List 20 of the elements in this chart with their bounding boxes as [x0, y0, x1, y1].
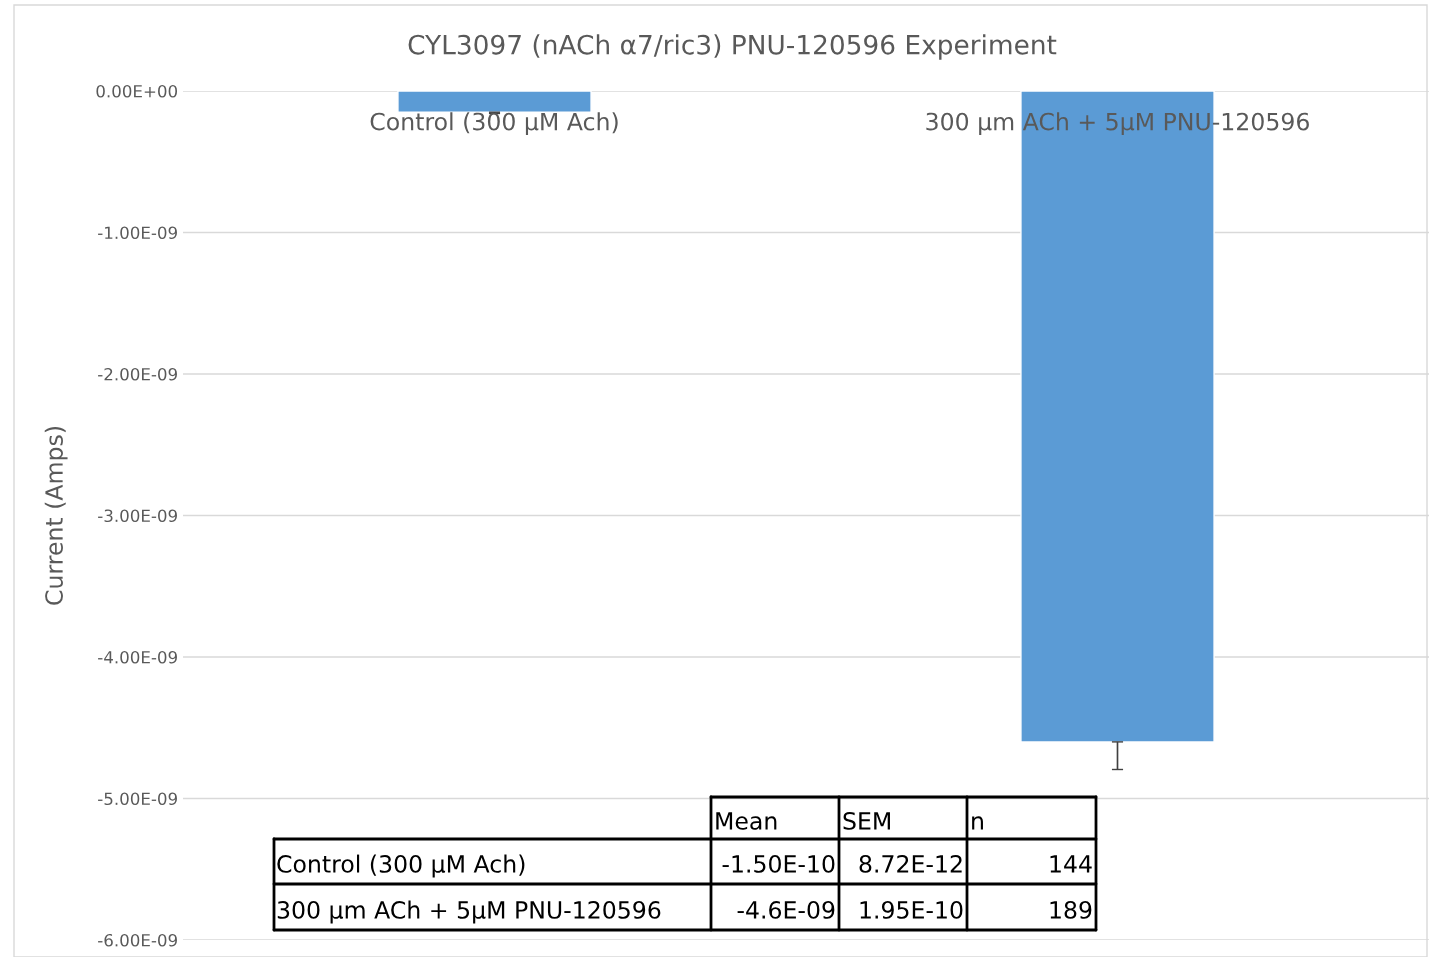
annotation: 144	[1050, 855, 1092, 873]
chart-title: CYL3097 (nACh α7/ric3) PNU-120596 Experiment	[408, 34, 1057, 60]
y-tick-label: -5.00E-09	[98, 792, 177, 806]
annotation: -4.6E-09	[737, 900, 835, 919]
y-tick-label: -1.00E-09	[98, 226, 177, 240]
annotation: SEM	[843, 811, 890, 830]
category-label: 300 µm ACh + 5µM PNU-120596	[277, 900, 661, 924]
annotation: Mean	[716, 812, 777, 830]
category-label: Control (300 µM Ach)	[277, 854, 525, 878]
y-tick-label: -2.00E-09	[98, 367, 177, 381]
annotation: n	[972, 816, 983, 830]
y-tick-label: -6.00E-09	[98, 933, 177, 947]
y-tick-label: -4.00E-09	[98, 650, 177, 664]
y-tick-label: -3.00E-09	[98, 509, 177, 523]
y-axis-title: Current (Amps)	[44, 427, 68, 605]
annotation: 8.72E-12	[859, 854, 962, 873]
annotation: -1.50E-10	[722, 854, 835, 873]
annotation: 1.95E-10	[860, 900, 963, 919]
annotation: 189	[1050, 900, 1092, 919]
y-tick-label: 0.00E+00	[96, 84, 178, 98]
